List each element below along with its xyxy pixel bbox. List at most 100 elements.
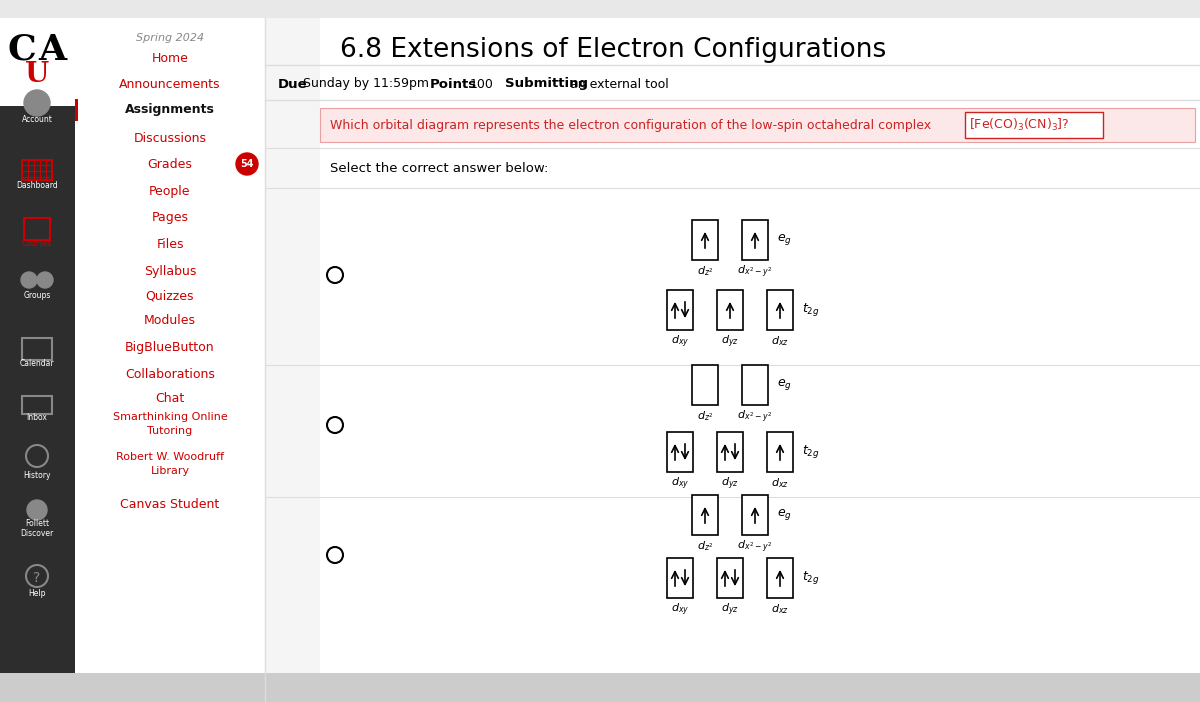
Text: $d_{x^2-y^2}$: $d_{x^2-y^2}$	[738, 539, 773, 555]
Text: A: A	[38, 33, 66, 67]
Text: Account: Account	[22, 116, 53, 124]
Text: Help: Help	[29, 590, 46, 599]
Bar	[667, 432, 694, 472]
Text: BigBlueButton: BigBlueButton	[125, 341, 215, 355]
Bar	[667, 558, 694, 598]
Bar	[965, 112, 1103, 138]
Text: Due: Due	[278, 77, 307, 91]
Bar	[767, 290, 793, 330]
Text: Submitting: Submitting	[505, 77, 588, 91]
Bar	[320, 108, 1195, 142]
Text: $d_{xz}$: $d_{xz}$	[772, 334, 788, 347]
Bar	[265, 18, 1200, 702]
Bar	[0, 673, 1200, 702]
Bar	[742, 220, 768, 260]
Text: Files: Files	[156, 237, 184, 251]
Text: $e_g$: $e_g$	[778, 232, 792, 248]
Text: Grades: Grades	[148, 157, 192, 171]
Text: $d_{yz}$: $d_{yz}$	[721, 476, 739, 492]
Text: Quizzes: Quizzes	[145, 289, 194, 303]
Text: Sunday by 11:59pm: Sunday by 11:59pm	[302, 77, 430, 91]
Text: 100: 100	[470, 77, 494, 91]
Text: Dashboard: Dashboard	[16, 180, 58, 190]
Bar	[24, 218, 50, 240]
Text: $d_{yz}$: $d_{yz}$	[721, 602, 739, 618]
Text: $t_{2g}$: $t_{2g}$	[802, 444, 820, 461]
Bar	[742, 365, 768, 405]
Text: Modules: Modules	[144, 314, 196, 326]
Text: 6.8 Extensions of Electron Configurations: 6.8 Extensions of Electron Configuration…	[340, 37, 887, 63]
Bar	[0, 18, 74, 702]
Text: Groups: Groups	[23, 291, 50, 300]
Text: $t_{2g}$: $t_{2g}$	[802, 569, 820, 586]
Text: Follett: Follett	[25, 519, 49, 529]
Text: $e_g$: $e_g$	[778, 508, 792, 522]
Text: Inbox: Inbox	[26, 413, 48, 423]
Text: $d_{z^2}$: $d_{z^2}$	[697, 264, 713, 278]
Text: History: History	[23, 472, 50, 480]
Text: Spring 2024: Spring 2024	[136, 33, 204, 43]
Bar	[0, 18, 74, 106]
Text: Discover: Discover	[20, 529, 54, 538]
Bar	[692, 365, 718, 405]
Text: $[\mathrm{Fe(CO)_3(CN)_3}]?$: $[\mathrm{Fe(CO)_3(CN)_3}]?$	[970, 117, 1069, 133]
Text: Canvas Student: Canvas Student	[120, 498, 220, 510]
Text: an external tool: an external tool	[570, 77, 668, 91]
Text: Assignments: Assignments	[125, 103, 215, 117]
Text: Robert W. Woodruff: Robert W. Woodruff	[116, 452, 224, 462]
Text: Which orbital diagram represents the electron configuration of the low-spin octa: Which orbital diagram represents the ele…	[330, 119, 935, 131]
Bar	[692, 220, 718, 260]
Bar	[667, 290, 694, 330]
Circle shape	[28, 500, 47, 520]
Text: Library: Library	[150, 466, 190, 476]
Text: Calendar: Calendar	[19, 359, 54, 369]
Bar	[718, 290, 743, 330]
Text: $d_{xz}$: $d_{xz}$	[772, 476, 788, 490]
Circle shape	[24, 90, 50, 116]
Text: Home: Home	[151, 51, 188, 65]
Text: Tutoring: Tutoring	[148, 426, 193, 436]
Text: $d_{xz}$: $d_{xz}$	[772, 602, 788, 616]
Text: Discussions: Discussions	[133, 131, 206, 145]
Bar	[22, 396, 52, 414]
Circle shape	[37, 272, 53, 288]
Text: Announcements: Announcements	[119, 77, 221, 91]
Text: $d_{xy}$: $d_{xy}$	[671, 602, 689, 618]
Circle shape	[22, 272, 37, 288]
Text: Pages: Pages	[151, 211, 188, 225]
Circle shape	[236, 153, 258, 175]
Bar	[767, 558, 793, 598]
Text: $t_{2g}$: $t_{2g}$	[802, 301, 820, 319]
Text: Chat: Chat	[155, 392, 185, 404]
Text: $d_{x^2-y^2}$: $d_{x^2-y^2}$	[738, 409, 773, 425]
Bar	[74, 99, 78, 121]
Text: Smarthinking Online: Smarthinking Online	[113, 412, 227, 422]
Bar	[718, 432, 743, 472]
Text: Collaborations: Collaborations	[125, 368, 215, 380]
Bar	[22, 160, 52, 180]
Bar	[74, 18, 265, 702]
Text: $d_{z^2}$: $d_{z^2}$	[697, 539, 713, 552]
Bar	[265, 18, 320, 702]
Bar	[22, 338, 52, 360]
Text: $d_{x^2-y^2}$: $d_{x^2-y^2}$	[738, 264, 773, 280]
Text: Courses: Courses	[22, 239, 53, 249]
Text: C: C	[7, 33, 36, 67]
Text: $d_{z^2}$: $d_{z^2}$	[697, 409, 713, 423]
Bar	[742, 495, 768, 535]
Text: U: U	[25, 60, 49, 88]
Text: Select the correct answer below:: Select the correct answer below:	[330, 161, 548, 175]
Text: 54: 54	[240, 159, 253, 169]
Text: People: People	[149, 185, 191, 199]
Bar	[692, 495, 718, 535]
Text: Points: Points	[430, 77, 478, 91]
Text: $e_g$: $e_g$	[778, 378, 792, 392]
Bar	[767, 432, 793, 472]
Bar	[0, 0, 1200, 18]
Text: $d_{yz}$: $d_{yz}$	[721, 334, 739, 350]
Text: ?: ?	[34, 571, 41, 585]
Text: $d_{xy}$: $d_{xy}$	[671, 334, 689, 350]
Text: $d_{xy}$: $d_{xy}$	[671, 476, 689, 492]
Bar	[718, 558, 743, 598]
Text: Syllabus: Syllabus	[144, 265, 196, 279]
